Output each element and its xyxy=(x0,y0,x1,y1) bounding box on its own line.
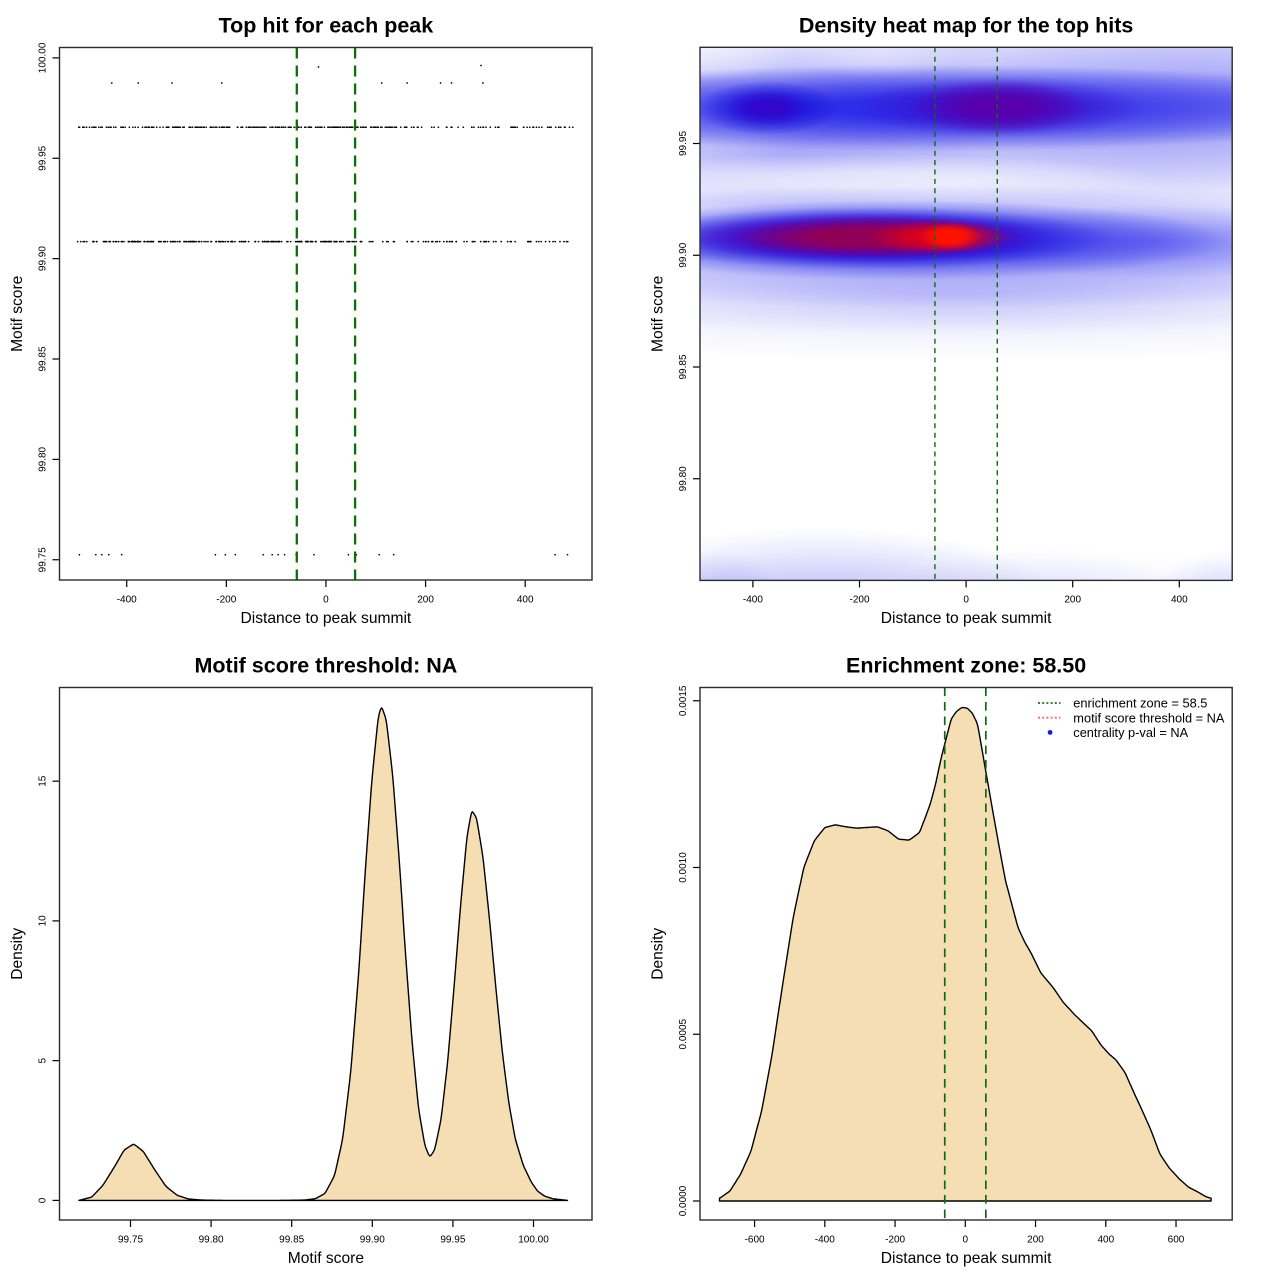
svg-text:99.90: 99.90 xyxy=(360,1234,385,1245)
svg-text:0.0000: 0.0000 xyxy=(678,1185,689,1216)
svg-text:99.90: 99.90 xyxy=(678,242,689,267)
svg-text:99.80: 99.80 xyxy=(199,1234,224,1245)
svg-text:-400: -400 xyxy=(815,1234,835,1245)
svg-text:600: 600 xyxy=(1168,1234,1185,1245)
svg-text:Distance to peak summit: Distance to peak summit xyxy=(881,1250,1052,1267)
svg-text:5: 5 xyxy=(38,1057,49,1063)
svg-text:99.75: 99.75 xyxy=(38,547,49,572)
svg-text:Distance to peak summit: Distance to peak summit xyxy=(881,610,1052,627)
svg-text:0.0010: 0.0010 xyxy=(678,852,689,883)
svg-text:0: 0 xyxy=(323,594,329,605)
svg-text:10: 10 xyxy=(38,915,49,927)
svg-text:-600: -600 xyxy=(745,1234,765,1245)
svg-text:Enrichment zone: 58.50: Enrichment zone: 58.50 xyxy=(846,654,1086,678)
svg-text:Motif score: Motif score xyxy=(649,276,666,352)
svg-text:99.80: 99.80 xyxy=(678,466,689,491)
svg-text:99.85: 99.85 xyxy=(678,354,689,379)
svg-text:Motif score: Motif score xyxy=(288,1250,364,1267)
svg-text:0.0015: 0.0015 xyxy=(678,685,689,716)
svg-text:99.95: 99.95 xyxy=(38,145,49,170)
svg-text:99.80: 99.80 xyxy=(38,446,49,471)
svg-text:Density: Density xyxy=(649,928,666,980)
svg-text:0.0005: 0.0005 xyxy=(678,1018,689,1049)
svg-text:400: 400 xyxy=(517,594,534,605)
svg-text:-400: -400 xyxy=(117,594,137,605)
svg-text:-200: -200 xyxy=(849,594,869,605)
svg-text:-200: -200 xyxy=(885,1234,905,1245)
svg-text:99.90: 99.90 xyxy=(38,246,49,271)
svg-text:enrichment zone = 58.5: enrichment zone = 58.5 xyxy=(1073,696,1207,711)
svg-text:100.00: 100.00 xyxy=(518,1234,549,1245)
svg-text:Distance to peak summit: Distance to peak summit xyxy=(241,610,412,627)
svg-text:99.95: 99.95 xyxy=(440,1234,465,1245)
svg-text:0: 0 xyxy=(38,1197,49,1203)
svg-text:99.75: 99.75 xyxy=(118,1234,143,1245)
svg-text:-400: -400 xyxy=(743,594,763,605)
svg-text:200: 200 xyxy=(1027,1234,1044,1245)
svg-text:0: 0 xyxy=(963,1234,969,1245)
svg-text:0: 0 xyxy=(963,594,969,605)
svg-text:-200: -200 xyxy=(216,594,236,605)
svg-text:centrality p-val = NA: centrality p-val = NA xyxy=(1073,725,1188,740)
svg-text:400: 400 xyxy=(1171,594,1188,605)
svg-text:99.95: 99.95 xyxy=(678,131,689,156)
svg-text:400: 400 xyxy=(1097,1234,1114,1245)
svg-text:Motif score: Motif score xyxy=(9,276,26,352)
svg-text:Motif score threshold: NA: Motif score threshold: NA xyxy=(195,654,458,678)
svg-text:Density: Density xyxy=(9,928,26,980)
svg-text:99.85: 99.85 xyxy=(38,346,49,371)
svg-text:Top hit for each peak: Top hit for each peak xyxy=(219,14,434,38)
svg-text:15: 15 xyxy=(38,775,49,787)
svg-text:200: 200 xyxy=(417,594,434,605)
svg-text:motif score threshold = NA: motif score threshold = NA xyxy=(1073,710,1225,725)
svg-text:Density heat map for the top h: Density heat map for the top hits xyxy=(799,14,1134,38)
svg-text:200: 200 xyxy=(1064,594,1081,605)
svg-text:99.85: 99.85 xyxy=(279,1234,304,1245)
svg-text:100.00: 100.00 xyxy=(38,42,49,73)
